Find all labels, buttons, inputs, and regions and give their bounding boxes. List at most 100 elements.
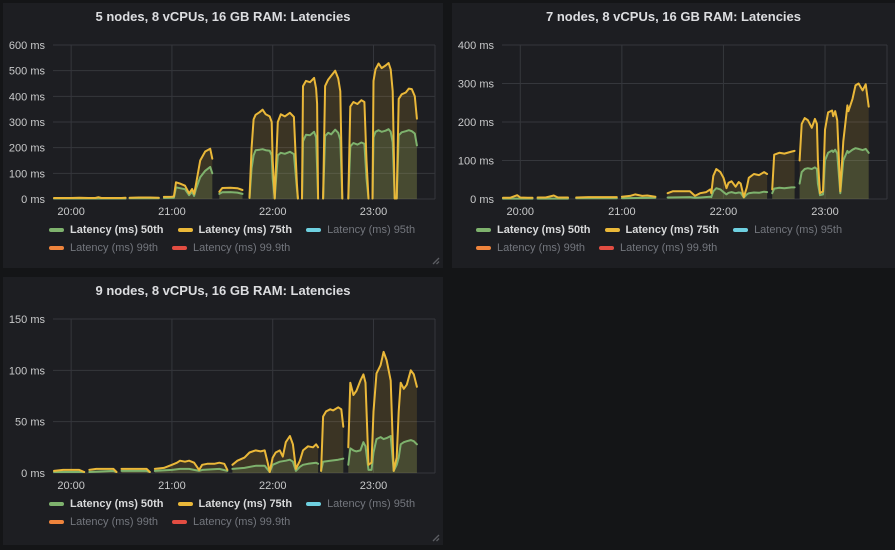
x-tick-label: 23:00 (360, 206, 388, 218)
series-line-75th (371, 62, 418, 200)
panel-7-nodes-latencies: 7 nodes, 8 vCPUs, 16 GB RAM: Latencies 0… (452, 3, 895, 268)
y-tick-label: 0 ms (21, 194, 45, 206)
panel-5-nodes-latencies: 5 nodes, 8 vCPUs, 16 GB RAM: Latencies 0… (3, 3, 443, 268)
series-line-50th (322, 128, 344, 200)
series-fill-50th (232, 459, 319, 473)
series-line-75th (347, 99, 370, 200)
legend-item-75th[interactable]: Latency (ms) 75th (177, 498, 292, 510)
panel-9-nodes-latencies: 9 nodes, 8 vCPUs, 16 GB RAM: Latencies 0… (3, 277, 443, 545)
legend-item-99th[interactable]: Latency (ms) 99th (49, 516, 158, 528)
series-line-50th (771, 186, 796, 195)
panel-resize-handle[interactable] (430, 255, 440, 265)
series-line-75th (162, 147, 214, 198)
series-fill-75th (323, 70, 343, 199)
legend-item-75th[interactable]: Latency (ms) 75th (177, 224, 292, 236)
legend-swatch-icon (604, 228, 620, 232)
x-tick-label: 21:00 (608, 206, 636, 218)
panel-title[interactable]: 5 nodes, 8 vCPUs, 16 GB RAM: Latencies (95, 9, 351, 24)
legend-swatch-icon (172, 520, 188, 524)
legend-label: Latency (ms) 99th (70, 516, 159, 528)
legend-label: Latency (ms) 99th (497, 242, 586, 254)
legend-item-50th[interactable]: Latency (ms) 50th (476, 224, 591, 236)
legend-item-99.9th[interactable]: Latency (ms) 99.9th (172, 516, 290, 528)
latency-chart[interactable]: 0 ms 50 ms 100 ms 150 ms 20:00 21:00 22:00 23:0… (3, 311, 443, 493)
legend-swatch-icon (49, 228, 64, 232)
series-fill-50th (323, 129, 343, 199)
legend-label: Latency (ms) 95th (754, 224, 843, 236)
series-line-75th (320, 406, 345, 472)
legend-item-50th[interactable]: Latency (ms) 50th (49, 224, 164, 236)
series-fill-50th (249, 149, 298, 199)
latency-chart[interactable]: 0 ms 100 ms 200 ms 300 ms 400 ms 20:00 21:00 22… (452, 37, 895, 219)
y-tick-label: 100 ms (9, 365, 46, 377)
series-fill-50th (772, 187, 795, 199)
series-line-75th (248, 108, 299, 200)
x-tick-label: 23:00 (811, 206, 839, 218)
legend-label: Latency (ms) 95th (327, 498, 416, 510)
latency-chart[interactable]: 0 ms 100 ms 200 ms 300 ms 400 ms 500 ms 600 ms… (3, 37, 443, 219)
legend-item-95th[interactable]: Latency (ms) 95th (306, 498, 415, 510)
legend-label: Latency (ms) 99th (70, 242, 159, 254)
x-tick-label: 22:00 (259, 480, 287, 492)
series-line-50th (798, 147, 870, 197)
series-line-50th (218, 191, 244, 195)
legend-label: Latency (ms) 50th (70, 224, 164, 236)
series-line-50th (88, 469, 118, 473)
y-tick-label: 400 ms (9, 91, 46, 103)
legend-swatch-icon (733, 228, 749, 232)
legend-item-99th[interactable]: Latency (ms) 99th (476, 242, 585, 254)
x-tick-label: 20:00 (57, 480, 85, 492)
y-tick-label: 50 ms (15, 417, 45, 429)
chart-legend: Latency (ms) 50th Latency (ms) 75th Latenc… (3, 498, 443, 528)
series-line-75th (231, 435, 320, 473)
legend-item-95th[interactable]: Latency (ms) 95th (733, 224, 842, 236)
legend-item-50th[interactable]: Latency (ms) 50th (49, 498, 164, 510)
y-tick-label: 200 ms (458, 117, 495, 129)
panel-title[interactable]: 7 nodes, 8 vCPUs, 16 GB RAM: Latencies (545, 9, 802, 24)
series-fill-50th (348, 436, 417, 473)
legend-swatch-icon (306, 502, 322, 506)
series-line-50th (231, 458, 320, 473)
panel-resize-handle[interactable] (430, 532, 440, 542)
legend-item-75th[interactable]: Latency (ms) 75th (604, 224, 719, 236)
panel-title[interactable]: 9 nodes, 8 vCPUs, 16 GB RAM: Latencies (95, 283, 351, 298)
series-fill-75th (302, 77, 319, 199)
legend-swatch-icon (177, 502, 193, 506)
series-line-75th (301, 76, 320, 200)
series-fill-75th (372, 63, 417, 199)
series-line-75th (53, 468, 86, 473)
y-tick-label: 0 ms (470, 194, 494, 206)
legend-label: Latency (ms) 99.9th (193, 516, 291, 528)
legend-swatch-icon (49, 246, 64, 250)
series-line-75th (536, 194, 569, 199)
y-tick-label: 150 ms (9, 314, 46, 326)
x-tick-label: 21:00 (158, 480, 186, 492)
y-tick-label: 400 ms (458, 40, 495, 52)
series-fill-50th (302, 131, 319, 199)
x-tick-label: 22:00 (710, 206, 738, 218)
legend-item-95th[interactable]: Latency (ms) 95th (306, 224, 415, 236)
series-line-75th (88, 467, 118, 473)
series-line-50th (347, 435, 418, 472)
legend-item-99.9th[interactable]: Latency (ms) 99.9th (172, 242, 290, 254)
chart-legend: Latency (ms) 50th Latency (ms) 75th Latenc… (452, 224, 895, 254)
series-fill-50th (372, 129, 417, 199)
legend-swatch-icon (172, 246, 188, 250)
series-line-75th (666, 168, 769, 199)
y-tick-label: 100 ms (458, 156, 495, 168)
series-line-75th (153, 459, 229, 471)
y-tick-label: 600 ms (9, 40, 46, 52)
legend-item-99th[interactable]: Latency (ms) 99th (49, 242, 158, 254)
series-line-75th (620, 193, 657, 198)
series-fill-50th (799, 148, 869, 199)
legend-swatch-icon (476, 228, 491, 232)
series-line-50th (120, 469, 151, 473)
legend-swatch-icon (49, 502, 64, 506)
series-line-75th (502, 194, 534, 199)
series-line-75th (347, 350, 418, 472)
x-tick-label: 20:00 (57, 206, 85, 218)
series-line-75th (218, 186, 244, 193)
series-line-75th (53, 196, 127, 199)
legend-label: Latency (ms) 50th (70, 498, 164, 510)
legend-item-99.9th[interactable]: Latency (ms) 99.9th (599, 242, 717, 254)
